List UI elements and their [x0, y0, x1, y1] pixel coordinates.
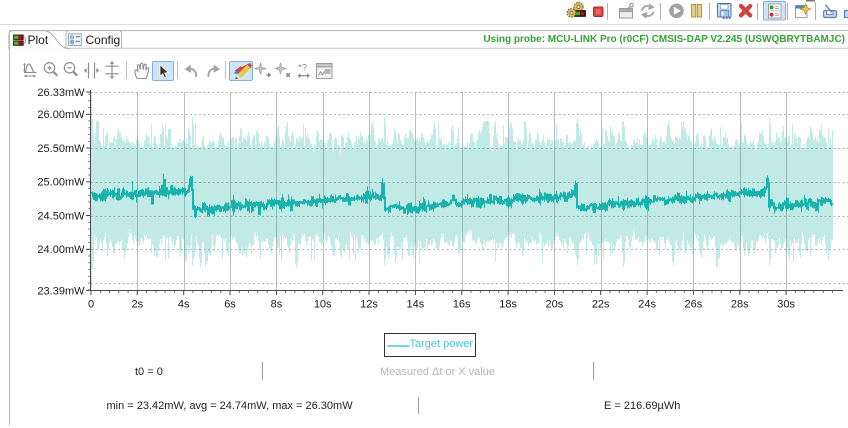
svg-text:Config: Config [86, 33, 121, 47]
svg-text:24.00mW: 24.00mW [37, 244, 85, 256]
svg-text:*?: *? [298, 63, 307, 74]
svg-text:12s: 12s [360, 298, 378, 310]
svg-text:25.00mW: 25.00mW [37, 177, 85, 189]
svg-text:14s: 14s [407, 298, 425, 310]
svg-text:8s: 8s [271, 298, 283, 310]
svg-text:20s: 20s [546, 298, 564, 310]
svg-text:24s: 24s [638, 298, 656, 310]
svg-text:25.50mW: 25.50mW [37, 143, 85, 155]
svg-text:23.39mW: 23.39mW [37, 285, 85, 297]
svg-text:26s: 26s [685, 298, 703, 310]
svg-text:2s: 2s [131, 298, 143, 310]
svg-text:10s: 10s [314, 298, 332, 310]
svg-text:16s: 16s [453, 298, 471, 310]
svg-text:4s: 4s [178, 298, 190, 310]
svg-text:22s: 22s [592, 298, 610, 310]
svg-text:28s: 28s [731, 298, 749, 310]
svg-text:26.00mW: 26.00mW [37, 109, 85, 121]
svg-text:6s: 6s [224, 298, 236, 310]
svg-text:Plot: Plot [28, 33, 49, 47]
svg-text:18s: 18s [499, 298, 517, 310]
svg-text:30s: 30s [777, 298, 795, 310]
svg-text:26.33mW: 26.33mW [37, 87, 85, 99]
svg-text:0: 0 [88, 298, 94, 310]
svg-text:24.50mW: 24.50mW [37, 210, 85, 222]
